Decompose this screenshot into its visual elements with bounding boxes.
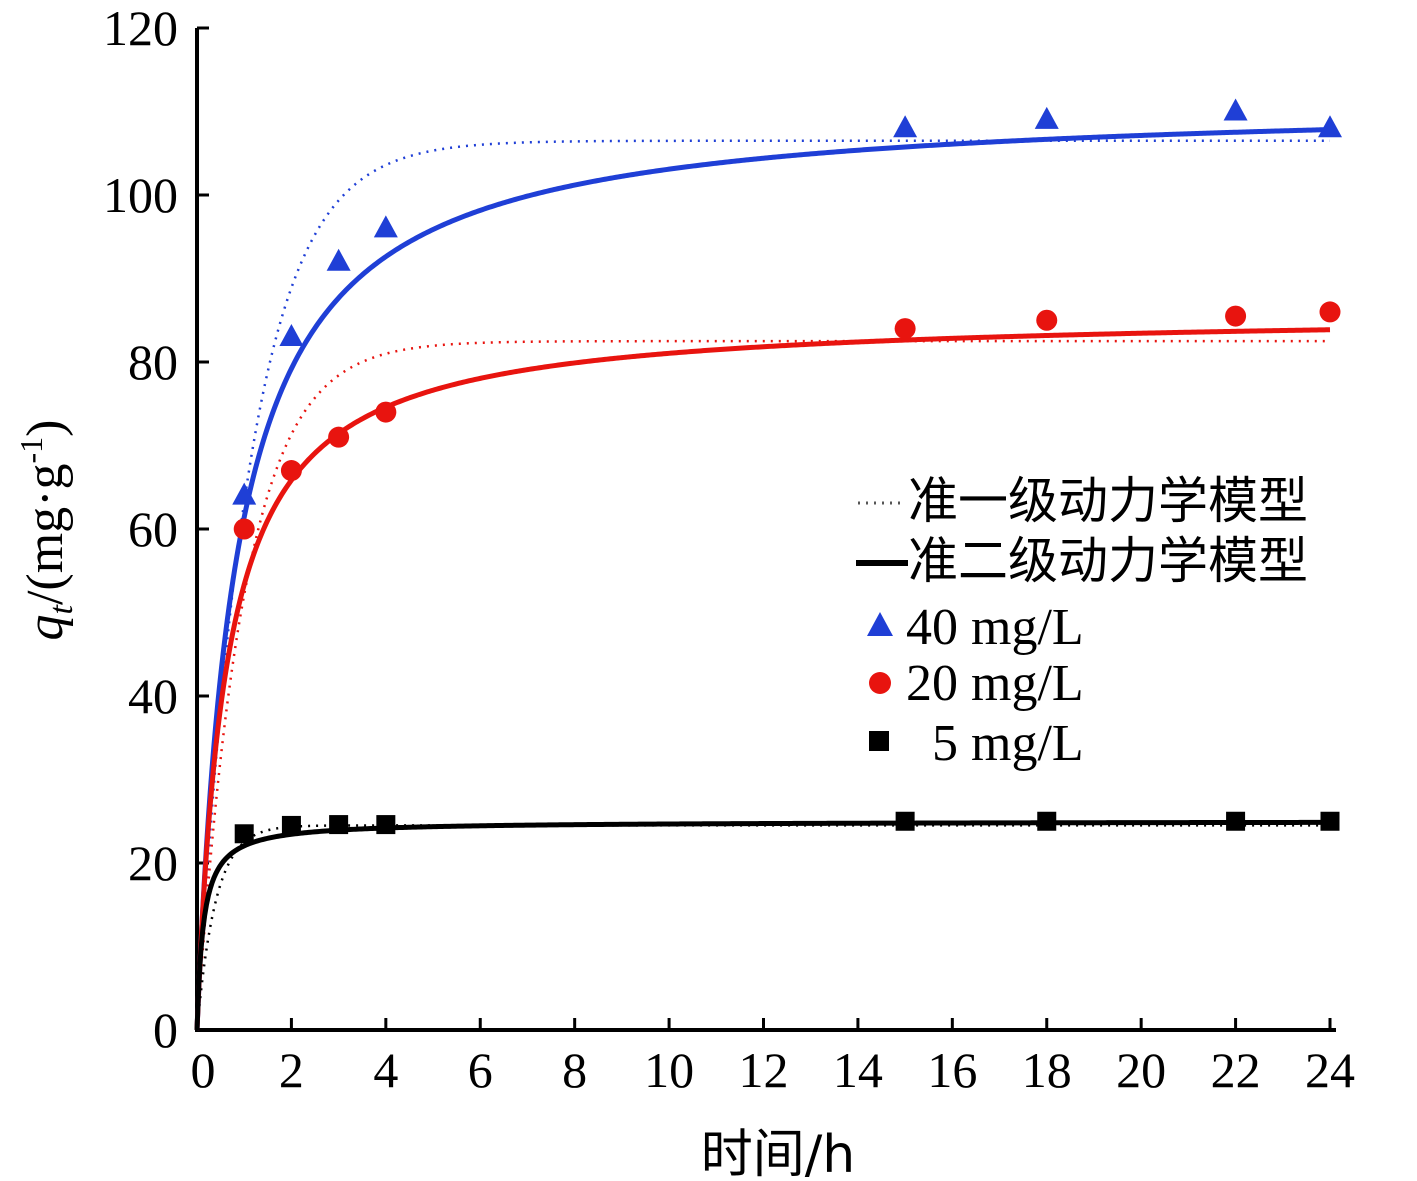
pso-curve-20-mg-L: [194, 327, 1331, 1031]
point-20-mg-L-0: [233, 518, 255, 540]
y-tick-label-0: 0: [153, 1002, 178, 1058]
point-20-mg-L-4: [894, 318, 916, 340]
point-5-mg-L-4: [895, 811, 915, 831]
point-20-mg-L-2: [328, 426, 350, 448]
y-axis-title-q: q: [17, 614, 74, 640]
point-40-mg-L-7: [1318, 115, 1342, 138]
y-tick-label-20: 20: [128, 835, 178, 891]
point-5-mg-L-6: [1226, 811, 1246, 831]
x-tick-label-16: 16: [927, 1042, 977, 1098]
point-5-mg-L-3: [376, 815, 396, 835]
x-tick-label-8: 8: [562, 1042, 587, 1098]
point-5-mg-L-7: [1320, 811, 1340, 831]
legend-40-label: 40 mg/L: [906, 599, 1084, 656]
x-tick-label-24: 24: [1305, 1042, 1355, 1098]
pso-curve-40-mg-L: [194, 127, 1331, 1031]
legend-5-marker: [869, 731, 889, 751]
y-axis-title-unit-close: ): [17, 420, 74, 437]
point-20-mg-L-1: [280, 460, 302, 482]
y-tick-label-80: 80: [128, 334, 178, 390]
point-20-mg-L-6: [1225, 305, 1247, 327]
point-20-mg-L-7: [1319, 301, 1341, 323]
pso-curve-5-mg-L: [194, 819, 1331, 1031]
legend-20-label: 20 mg/L: [906, 655, 1084, 712]
axes: [195, 28, 1336, 1032]
legend-20-marker: [869, 672, 891, 694]
x-tick-label-10: 10: [644, 1042, 694, 1098]
x-tick-label-20: 20: [1116, 1042, 1166, 1098]
point-40-mg-L-2: [326, 248, 351, 271]
x-tick-label-22: 22: [1211, 1042, 1261, 1098]
x-tick-label-0: 0: [191, 1042, 216, 1098]
y-axis-title-unit-open: /(mg·g: [17, 464, 74, 606]
point-5-mg-L-5: [1037, 811, 1057, 831]
legend-pfo-label: 准一级动力学模型: [908, 472, 1308, 530]
x-tick-label-4: 4: [373, 1042, 398, 1098]
point-5-mg-L-0: [234, 824, 254, 844]
y-tick-label-40: 40: [128, 668, 178, 724]
point-40-mg-L-1: [279, 323, 304, 346]
x-axis-title: 时间/h: [701, 1125, 855, 1181]
point-5-mg-L-2: [329, 815, 349, 835]
y-tick-label-120: 120: [103, 0, 178, 56]
data-markers: [232, 98, 1342, 844]
point-40-mg-L-3: [373, 215, 398, 238]
point-5-mg-L-1: [281, 815, 301, 835]
legend: 准一级动力学模型 准二级动力学模型 40 mg/L 20 mg/L 5 mg/L: [856, 472, 1308, 772]
y-axis-title-sup: -1: [13, 437, 49, 464]
point-40-mg-L-6: [1223, 98, 1248, 121]
y-axis-title-sub: t: [43, 603, 80, 614]
pfo-curve-40-mg-L: [195, 139, 1330, 1031]
pfo-curve-20-mg-L: [195, 339, 1330, 1031]
legend-5-label: 5 mg/L: [932, 715, 1084, 772]
x-tick-label-12: 12: [739, 1042, 789, 1098]
y-axis-title: qt/(mg·g-1): [13, 420, 80, 641]
x-tick-label-14: 14: [833, 1042, 883, 1098]
legend-pso-label: 准二级动力学模型: [908, 532, 1308, 590]
y-tick-label-100: 100: [103, 167, 178, 223]
x-tick-label-6: 6: [468, 1042, 493, 1098]
x-tick-label-18: 18: [1022, 1042, 1072, 1098]
point-40-mg-L-5: [1034, 106, 1059, 129]
point-40-mg-L-4: [893, 115, 918, 138]
y-tick-label-60: 60: [128, 501, 178, 557]
legend-40-marker: [867, 612, 893, 636]
point-20-mg-L-3: [375, 401, 397, 423]
point-20-mg-L-5: [1036, 309, 1058, 331]
point-40-mg-L-0: [232, 482, 257, 505]
pfo-curve-5-mg-L: [195, 824, 1330, 1031]
x-tick-label-2: 2: [279, 1042, 304, 1098]
